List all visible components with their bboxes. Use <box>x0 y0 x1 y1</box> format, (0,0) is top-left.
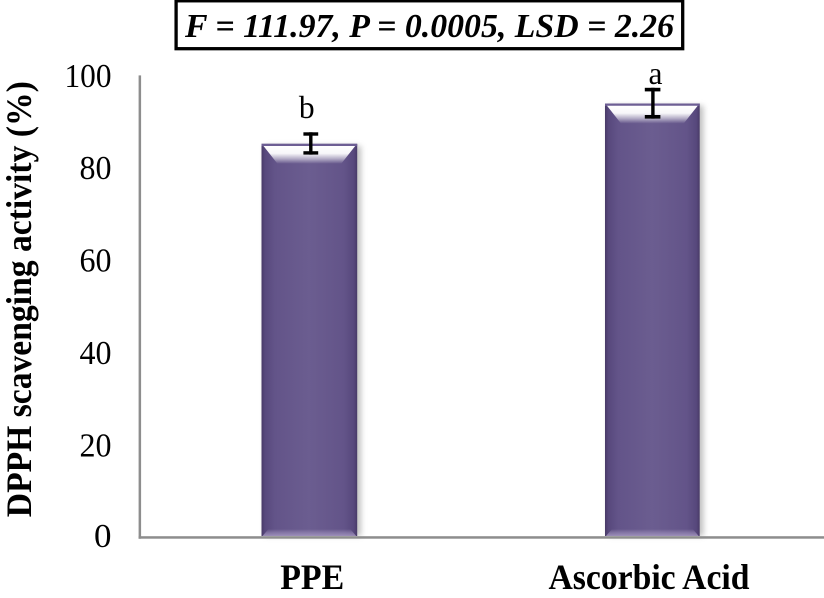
svg-text:a: a <box>649 56 663 91</box>
svg-text:DPPH scavenging activity (%): DPPH scavenging activity (%) <box>0 81 39 517</box>
svg-text:F = 111.97, P = 0.0005, LSD =: F = 111.97, P = 0.0005, LSD = 2.26 <box>184 8 674 45</box>
svg-text:40: 40 <box>80 335 112 372</box>
svg-text:20: 20 <box>80 427 112 464</box>
svg-text:b: b <box>299 90 315 125</box>
svg-text:0: 0 <box>94 518 112 555</box>
svg-text:80: 80 <box>80 150 112 187</box>
svg-text:60: 60 <box>80 242 112 279</box>
svg-text:100: 100 <box>65 58 112 95</box>
svg-text:PPE: PPE <box>280 557 344 597</box>
svg-text:Ascorbic Acid: Ascorbic Acid <box>549 557 750 597</box>
